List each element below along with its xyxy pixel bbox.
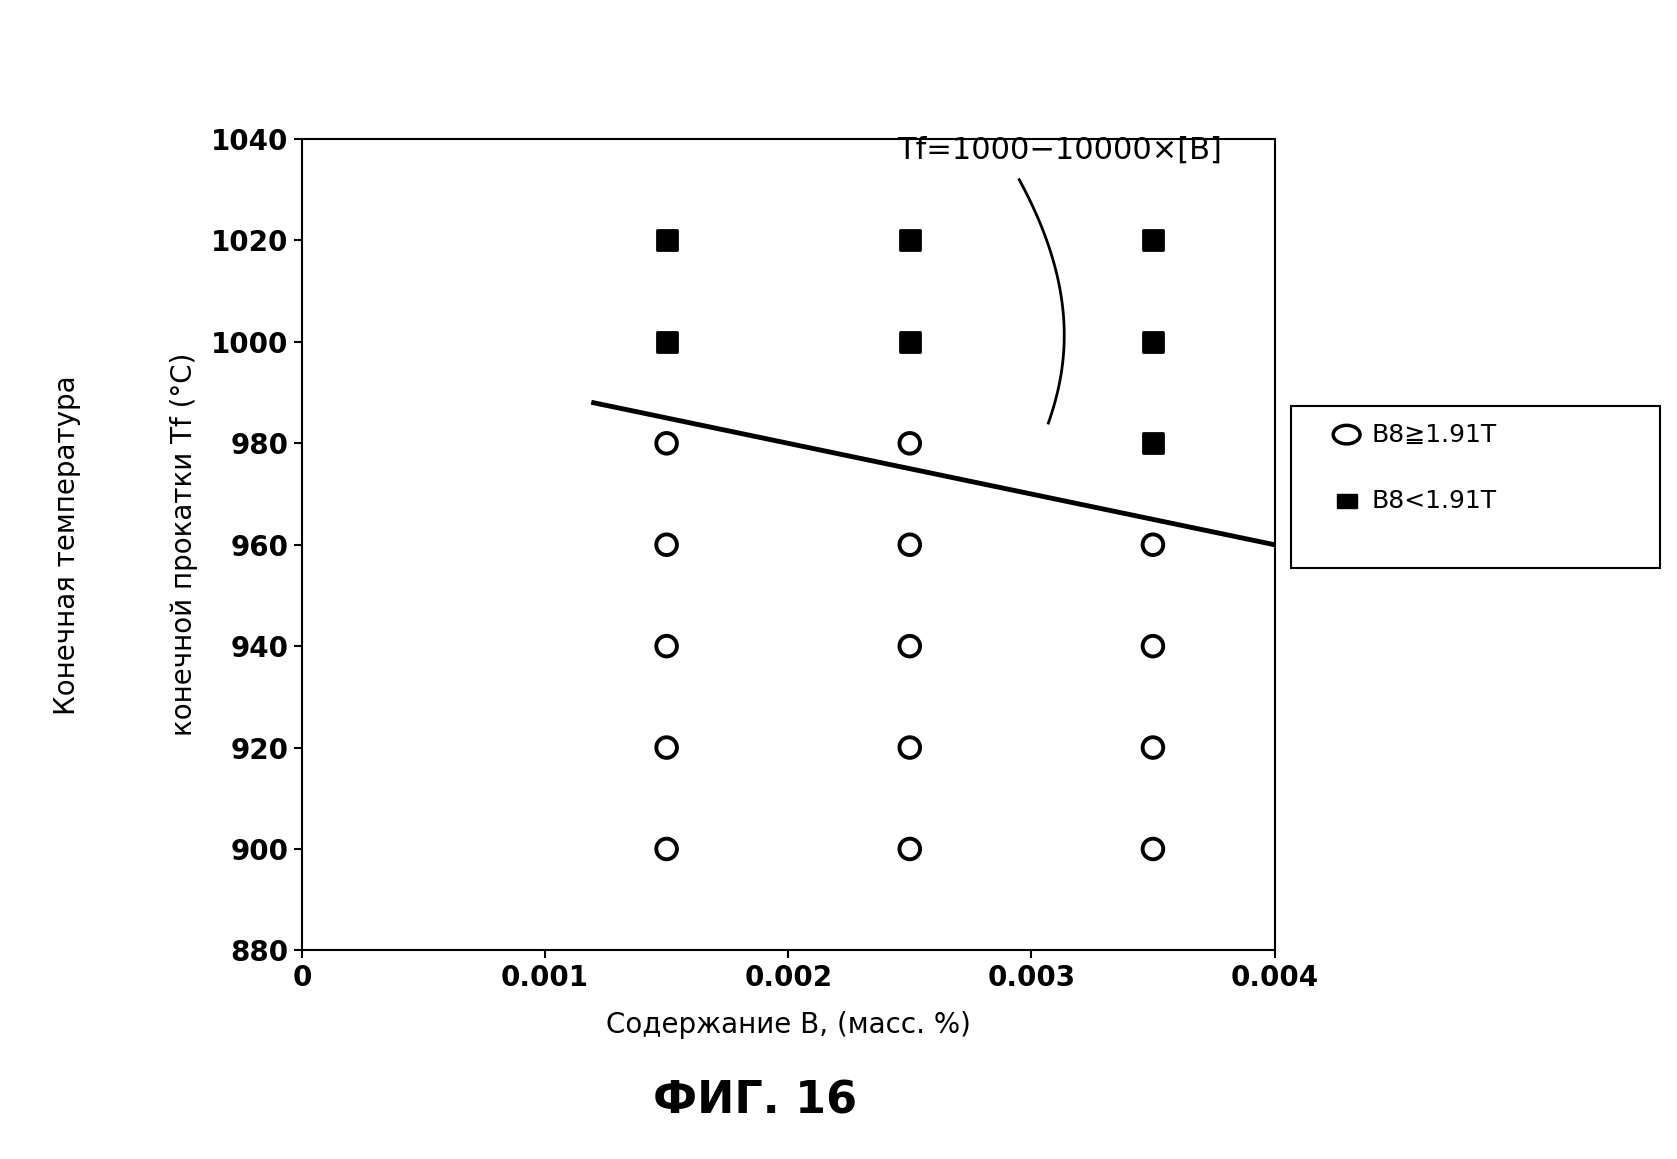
- Text: B8≧1.91T: B8≧1.91T: [1372, 423, 1498, 446]
- Point: [654, 839, 681, 858]
- Point: [1140, 839, 1167, 858]
- Point: [896, 333, 922, 351]
- Point: [1140, 433, 1167, 452]
- Point: [654, 333, 681, 351]
- Point: [654, 738, 681, 757]
- Point: [654, 433, 681, 452]
- Point: [654, 231, 681, 249]
- Point: [1140, 636, 1167, 655]
- Text: Tf=1000−10000×[B]: Tf=1000−10000×[B]: [897, 136, 1223, 165]
- Text: B8<1.91T: B8<1.91T: [1372, 489, 1498, 512]
- Point: [896, 535, 922, 554]
- Point: [896, 433, 922, 452]
- Point: [654, 636, 681, 655]
- Point: [896, 636, 922, 655]
- Point: [1140, 231, 1167, 249]
- Text: ФИГ. 16: ФИГ. 16: [652, 1079, 857, 1123]
- Point: [896, 231, 922, 249]
- Point: [1140, 333, 1167, 351]
- Point: [1140, 738, 1167, 757]
- Point: [1140, 535, 1167, 554]
- Text: Конечная температура: Конечная температура: [54, 374, 80, 715]
- Point: [896, 738, 922, 757]
- Text: конечной прокатки Tf (°C): конечной прокатки Tf (°C): [171, 353, 198, 736]
- Point: [654, 535, 681, 554]
- X-axis label: Содержание В, (масс. %): Содержание В, (масс. %): [605, 1011, 971, 1038]
- Point: [896, 839, 922, 858]
